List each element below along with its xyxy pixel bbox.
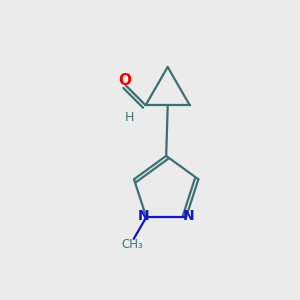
Text: O: O — [118, 73, 131, 88]
Text: N: N — [183, 209, 194, 223]
Text: CH₃: CH₃ — [122, 238, 143, 250]
Text: N: N — [138, 209, 150, 223]
Text: H: H — [125, 111, 134, 124]
